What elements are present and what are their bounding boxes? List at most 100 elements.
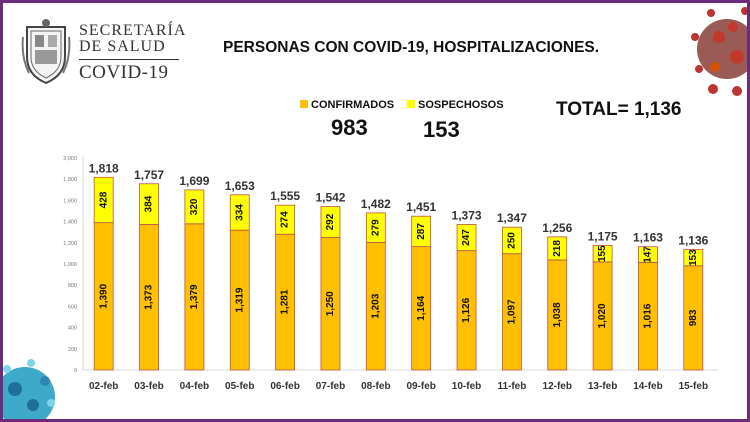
data-label-confirmados: 1,038 [552, 302, 563, 327]
legend-item-sospechosos: SOSPECHOSOS [407, 99, 504, 111]
data-label-sospechosos: 274 [280, 211, 291, 228]
data-label-sospechosos: 218 [552, 240, 563, 257]
data-label-sospechosos: 153 [688, 249, 699, 266]
data-label-confirmados: 1,319 [234, 287, 245, 312]
data-label-sospechosos: 287 [416, 223, 427, 240]
x-tick-label: 03-feb [134, 381, 163, 392]
data-label-sospechosos: 147 [643, 246, 654, 263]
data-label-total: 1,175 [588, 229, 618, 243]
data-label-sospechosos: 334 [234, 204, 245, 221]
y-tick-label: 1,200 [63, 241, 77, 247]
data-label-total: 1,818 [89, 161, 119, 175]
data-label-confirmados: 983 [688, 309, 699, 326]
confirmados-value: 983 [331, 115, 368, 140]
x-tick-label: 02-feb [89, 381, 118, 392]
x-tick-label: 07-feb [316, 381, 345, 392]
data-label-total: 1,699 [179, 174, 209, 188]
x-tick-label: 14-feb [633, 381, 662, 392]
data-label-confirmados: 1,016 [643, 303, 654, 328]
data-label-confirmados: 1,373 [144, 284, 155, 309]
bar-sospechosos [547, 236, 568, 261]
data-label-confirmados: 1,126 [461, 297, 472, 322]
data-label-total: 1,451 [406, 200, 436, 214]
bar-sospechosos [638, 246, 658, 263]
data-label-total: 1,163 [633, 231, 663, 245]
data-label-total: 1,482 [361, 197, 391, 211]
x-tick-label: 06-feb [270, 381, 299, 392]
x-tick-label: 11-feb [497, 381, 526, 392]
x-tick-label: 12-feb [543, 381, 572, 392]
data-label-total: 1,136 [678, 234, 708, 248]
y-tick-label: 1,400 [63, 220, 77, 226]
y-tick-label: 1,800 [63, 177, 77, 183]
legend-item-confirmados: CONFIRMADOS [300, 99, 394, 111]
data-label-total: 1,256 [542, 221, 572, 235]
coronavirus-decoration-icon [691, 7, 747, 96]
bar-sospechosos [411, 215, 432, 248]
x-tick-label: 10-feb [452, 381, 481, 392]
data-label-confirmados: 1,379 [189, 284, 200, 309]
y-tick-label: 0 [74, 368, 77, 374]
data-label-confirmados: 1,390 [98, 283, 109, 308]
data-label-confirmados: 1,164 [416, 295, 427, 320]
data-label-sospechosos: 320 [189, 198, 200, 215]
y-tick-label: 400 [68, 326, 77, 332]
bar-sospechosos [501, 226, 522, 255]
data-label-total: 1,757 [134, 168, 164, 182]
y-tick-label: 2,000 [63, 156, 77, 162]
bar-sospechosos [592, 245, 613, 263]
bar-sospechosos [683, 249, 704, 267]
data-label-confirmados: 1,281 [280, 289, 291, 314]
slide: SECRETARÍA DE SALUD COVID-19 PERSONAS CO… [3, 3, 747, 419]
data-label-total: 1,373 [452, 208, 482, 222]
logo-line-2: DE SALUD [79, 38, 166, 55]
secretaria-salud-logo: SECRETARÍA DE SALUD COVID-19 [17, 13, 187, 88]
data-label-total: 1,653 [225, 179, 255, 193]
x-tick-label: 05-feb [225, 381, 254, 392]
x-tick-label: 13-feb [588, 381, 617, 392]
bar-sospechosos [365, 212, 386, 243]
data-label-sospechosos: 292 [325, 213, 336, 230]
y-tick-label: 1,000 [63, 262, 77, 268]
x-tick-label: 08-feb [361, 381, 390, 392]
data-label-confirmados: 1,203 [370, 293, 381, 318]
y-tick-label: 800 [68, 283, 77, 289]
logo-line-3: COVID-19 [79, 62, 169, 83]
x-tick-label: 15-feb [679, 381, 708, 392]
y-tick-label: 1,600 [63, 198, 77, 204]
coat-of-arms-icon [21, 19, 71, 85]
data-label-sospechosos: 247 [461, 229, 472, 246]
bar-sospechosos [275, 204, 296, 235]
data-label-sospechosos: 155 [597, 245, 608, 262]
bar-sospechosos [456, 224, 477, 252]
hospitalizations-chart: 0 200 400 600 800 1,000 1,200 1,400 1,600 1,800 2,… [63, 156, 718, 392]
data-label-confirmados: 1,250 [325, 291, 336, 316]
bar-sospechosos [184, 189, 205, 225]
data-label-sospechosos: 279 [370, 219, 381, 236]
data-label-total: 1,555 [270, 189, 300, 203]
page-title: PERSONAS CON COVID-19, HOSPITALIZACIONES… [223, 39, 600, 56]
y-tick-label: 200 [68, 347, 77, 353]
data-label-confirmados: 1,097 [507, 299, 518, 324]
coronavirus-decoration-icon-2 [3, 359, 55, 419]
bar-sospechosos [93, 176, 114, 224]
data-label-sospechosos: 428 [98, 191, 109, 208]
logo-line-1: SECRETARÍA [79, 22, 187, 39]
x-tick-label: 09-feb [406, 381, 435, 392]
data-label-sospechosos: 250 [507, 232, 518, 249]
x-tick-label: 04-feb [180, 381, 209, 392]
data-label-total: 1,542 [315, 191, 345, 205]
legend-swatch-sospechosos [407, 100, 415, 108]
legend-label-sospechosos: SOSPECHOSOS [418, 99, 504, 111]
data-label-confirmados: 1,020 [597, 303, 608, 328]
bar-sospechosos [229, 194, 250, 231]
y-tick-label: 600 [68, 304, 77, 310]
bar-sospechosos [320, 206, 341, 238]
legend-label-confirmados: CONFIRMADOS [311, 99, 395, 111]
legend-swatch-confirmados [300, 100, 308, 108]
bar-sospechosos [139, 183, 159, 225]
data-label-total: 1,347 [497, 211, 527, 225]
logo-divider [79, 59, 179, 60]
data-label-sospechosos: 384 [144, 195, 155, 212]
sospechosos-value: 153 [423, 117, 460, 142]
